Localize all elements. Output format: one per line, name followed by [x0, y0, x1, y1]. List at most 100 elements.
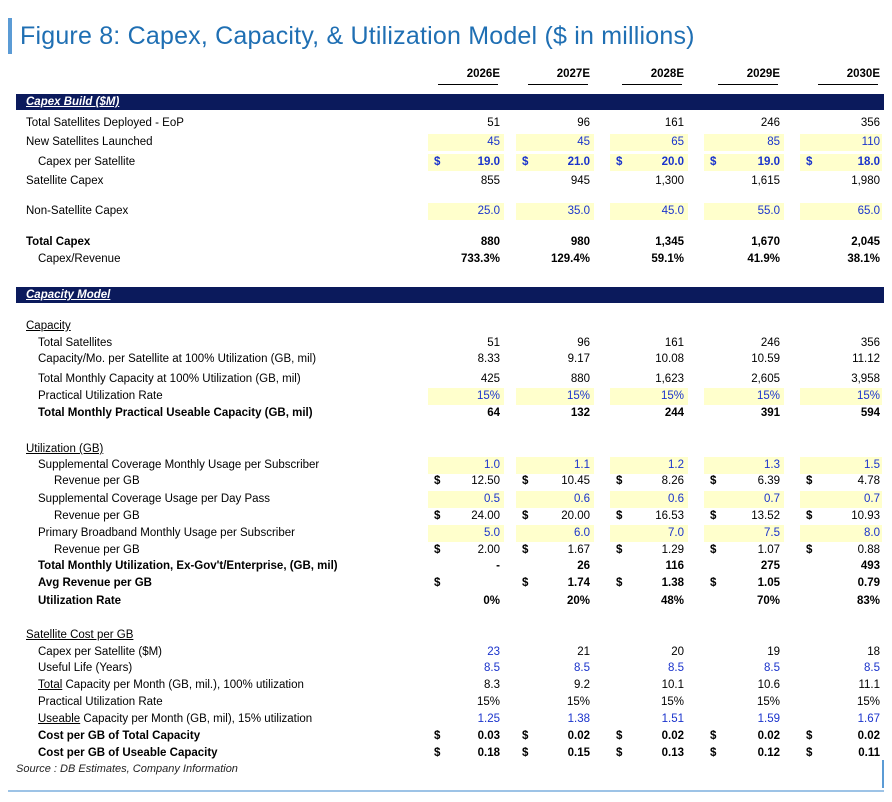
value-2026e: 64 — [487, 407, 500, 419]
input-highlight — [704, 491, 784, 508]
input-highlight — [800, 457, 882, 474]
dollar-sign: $ — [710, 510, 717, 522]
dollar-sign: $ — [522, 747, 529, 759]
input-highlight — [800, 203, 882, 220]
value-2026e: 425 — [480, 373, 500, 385]
dollar-sign: $ — [710, 730, 717, 742]
row-label: Total Capacity per Month (GB, mil.), 100… — [38, 677, 304, 694]
value-2028e: 65 — [671, 136, 684, 148]
input-highlight — [610, 491, 688, 508]
value-2026e: 24.00 — [471, 510, 500, 522]
input-highlight — [428, 154, 504, 171]
value-2030e: 356 — [860, 337, 880, 349]
row-broadband-revenue-per-gb: Revenue per GB 2.00 1.67 1.29 1.07 0.88 $ $ $ $ $ — [16, 542, 884, 559]
value-2029e: 0.7 — [764, 493, 780, 505]
value-2027e: 0.15 — [567, 747, 590, 759]
value-2030e: 0.7 — [864, 493, 880, 505]
input-highlight — [428, 525, 504, 542]
value-2027e: 1.38 — [567, 713, 590, 725]
value-2029e: 85 — [767, 136, 780, 148]
value-2030e: 0.79 — [857, 577, 880, 589]
value-2029e: 70% — [756, 595, 780, 607]
value-2027e: 15% — [566, 696, 590, 708]
value-2027e: 10.45 — [561, 475, 590, 487]
value-2030e: 18 — [867, 646, 880, 658]
value-2029e: 246 — [760, 117, 780, 129]
value-2027e: 96 — [577, 117, 590, 129]
row-useful-life: Useful Life (Years) 8.5 8.5 8.5 8.5 8.5 — [16, 660, 884, 677]
value-2030e: 83% — [856, 595, 880, 607]
year-header-2026e: 2026E — [466, 68, 500, 80]
row-label: Useable Capacity per Month (GB, mil), 15… — [38, 711, 312, 728]
value-2028e: 10.08 — [655, 353, 684, 365]
row-new-satellites: New Satellites Launched 45 45 65 85 110 — [16, 134, 884, 151]
value-2029e: 1.3 — [764, 459, 780, 471]
value-2029e: 0.02 — [757, 730, 780, 742]
row-total-satellites-eop: Total Satellites Deployed - EoP 51 96 161 24… — [16, 115, 884, 132]
value-2028e: 7.0 — [668, 527, 684, 539]
value-2030e: 1.67 — [857, 713, 880, 725]
value-2028e: 45.0 — [661, 205, 684, 217]
row-label: Capex/Revenue — [38, 253, 121, 265]
value-2029e: 391 — [760, 407, 780, 419]
value-2028e: 0.6 — [668, 493, 684, 505]
value-2026e: 51 — [487, 337, 500, 349]
row-cost-per-gb-total: Cost per GB of Total Capacity 0.03 0.02 0.0… — [16, 728, 884, 745]
value-2027e: 15% — [566, 390, 590, 402]
value-2030e: 1.5 — [864, 459, 880, 471]
row-label: New Satellites Launched — [26, 136, 153, 148]
row-utilization-heading: Utilization (GB) — [16, 441, 884, 458]
row-label: Total Monthly Practical Useable Capacity… — [38, 407, 313, 419]
value-2028e: 20.0 — [661, 156, 684, 168]
value-2029e: 55.0 — [757, 205, 780, 217]
value-2029e: 15% — [756, 390, 780, 402]
value-2030e: 15% — [856, 390, 880, 402]
source-note: Source : DB Estimates, Company Informati… — [16, 763, 238, 775]
value-2028e: 16.53 — [655, 510, 684, 522]
dollar-sign: $ — [522, 156, 529, 168]
value-2029e: 1,615 — [751, 175, 780, 187]
input-highlight — [610, 154, 688, 171]
row-label: Total Monthly Capacity at 100% Utilizati… — [38, 373, 301, 385]
value-2026e: - — [496, 560, 500, 572]
section-capex-build: Capex Build ($M) — [16, 94, 884, 110]
value-2029e: 15% — [756, 696, 780, 708]
dollar-sign: $ — [522, 510, 529, 522]
value-2027e: 26 — [577, 560, 590, 572]
value-2027e: 8.5 — [574, 662, 590, 674]
row-capacity-heading: Capacity — [16, 318, 884, 335]
value-2030e: 594 — [860, 407, 880, 419]
row-label: Useful Life (Years) — [38, 662, 133, 674]
value-2030e: 0.02 — [857, 730, 880, 742]
value-2030e: 11.12 — [852, 353, 880, 365]
input-highlight — [610, 203, 688, 220]
row-label: Capex per Satellite ($M) — [38, 646, 162, 658]
value-2030e: 65.0 — [857, 205, 880, 217]
row-cost-practical-util-rate: Practical Utilization Rate 15% 15% 15% 15% 15… — [16, 694, 884, 711]
section-capex-build-label: Capex Build ($M) — [26, 96, 120, 108]
row-total-monthly-utilization: Total Monthly Utilization, Ex-Gov't/Ente… — [16, 558, 884, 575]
year-header-2028e: 2028E — [650, 68, 684, 80]
value-2029e: 19 — [767, 646, 780, 658]
value-2027e: 9.2 — [574, 679, 590, 691]
dollar-sign: $ — [806, 475, 813, 487]
value-2028e: 10.1 — [661, 679, 684, 691]
row-capex-revenue: Capex/Revenue 733.3% 129.4% 59.1% 41.9% 38.1% — [16, 251, 884, 268]
value-2028e: 1.29 — [661, 544, 684, 556]
value-2029e: 2,605 — [751, 373, 780, 385]
value-2027e: 0.02 — [567, 730, 590, 742]
year-header-2030e: 2030E — [846, 68, 880, 80]
dollar-sign: $ — [434, 156, 441, 168]
input-highlight — [428, 203, 504, 220]
input-highlight — [516, 203, 594, 220]
value-2027e: 1.67 — [567, 544, 590, 556]
value-2028e: 1,345 — [655, 236, 684, 248]
row-practical-util-rate: Practical Utilization Rate 15% 15% 15% 15% 15… — [16, 388, 884, 405]
dollar-sign: $ — [434, 577, 441, 589]
row-label: Total Satellites Deployed - EoP — [26, 117, 184, 129]
value-2029e: 7.5 — [764, 527, 780, 539]
value-2026e: 0% — [483, 595, 500, 607]
value-2028e: 1.2 — [668, 459, 684, 471]
dollar-sign: $ — [522, 544, 529, 556]
row-label: Revenue per GB — [54, 510, 140, 522]
